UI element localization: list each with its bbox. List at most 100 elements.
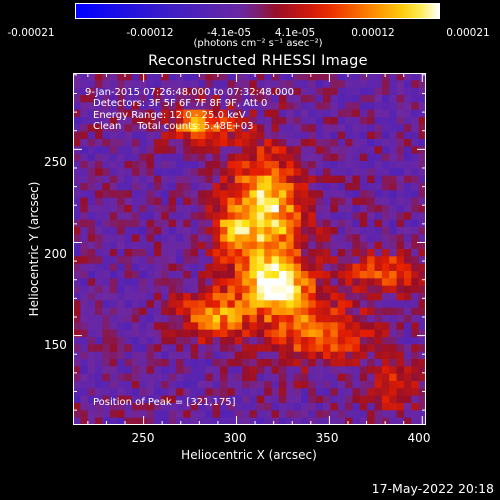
heatmap-cell <box>286 263 295 272</box>
heatmap-cell <box>80 219 89 228</box>
heatmap-cell <box>249 263 258 272</box>
heatmap-cell <box>411 219 420 228</box>
heatmap-cell <box>367 131 376 140</box>
heatmap-cell <box>374 388 383 397</box>
heatmap-cell <box>139 227 148 235</box>
heatmap-cell <box>124 300 133 309</box>
heatmap-cell <box>161 410 170 419</box>
heatmap-cell <box>396 168 405 177</box>
heatmap-cell <box>146 95 155 103</box>
heatmap-cell <box>323 329 331 338</box>
heatmap-cell <box>359 227 368 235</box>
heatmap-cell <box>198 337 206 345</box>
heatmap-cell <box>131 205 140 213</box>
heatmap-cell <box>352 161 361 169</box>
heatmap-cell <box>87 161 96 169</box>
heatmap-cell <box>330 293 339 301</box>
heatmap-cell <box>286 183 295 191</box>
heatmap-cell <box>374 190 383 199</box>
heatmap-cell <box>109 109 118 118</box>
heatmap-cell <box>411 241 420 250</box>
heatmap-cell <box>359 153 368 162</box>
heatmap-cell <box>256 322 265 331</box>
heatmap-cell <box>345 359 354 367</box>
heatmap-cell <box>95 344 104 353</box>
heatmap-cell <box>242 417 251 425</box>
heatmap-cell <box>403 153 412 162</box>
heatmap-cell <box>308 219 317 228</box>
heatmap-cell <box>242 359 251 367</box>
heatmap-cell <box>139 219 148 228</box>
heatmap-cell <box>330 417 339 425</box>
heatmap-cell <box>227 293 236 301</box>
heatmap-cell <box>124 315 133 323</box>
heatmap-cell <box>190 175 199 184</box>
heatmap-cell <box>249 388 258 397</box>
heatmap-cell <box>381 190 390 199</box>
heatmap-cell <box>411 109 420 118</box>
heatmap-cell <box>220 227 229 235</box>
heatmap-cell <box>117 95 126 103</box>
heatmap-cell <box>256 73 265 81</box>
heatmap-cell <box>264 153 273 162</box>
heatmap-cell <box>190 271 199 279</box>
heatmap-cell <box>256 329 265 338</box>
heatmap-cell <box>80 322 89 331</box>
heatmap-cell <box>278 102 287 111</box>
heatmap-cell <box>234 153 243 162</box>
heatmap-cell <box>293 227 302 235</box>
heatmap-cell <box>293 366 302 375</box>
heatmap-cell <box>264 315 273 323</box>
heatmap-cell <box>131 315 140 323</box>
heatmap-cell <box>124 124 133 133</box>
heatmap-cell <box>242 388 251 397</box>
heatmap-cell <box>271 197 280 206</box>
heatmap-cell <box>271 395 280 404</box>
heatmap-cell <box>73 381 81 389</box>
heatmap-cell <box>256 337 265 345</box>
heatmap-cell <box>352 227 361 235</box>
heatmap-cell <box>175 197 184 206</box>
heatmap-cell <box>381 329 390 338</box>
heatmap-cell <box>80 344 89 353</box>
heatmap-cell <box>278 109 287 118</box>
heatmap-cell <box>153 73 162 81</box>
heatmap-cell <box>271 183 280 191</box>
heatmap-cell <box>73 300 81 309</box>
heatmap-cell <box>337 410 346 419</box>
heatmap-cell <box>205 285 214 294</box>
heatmap-cell <box>308 249 317 257</box>
heatmap-cell <box>139 161 148 169</box>
heatmap-cell <box>80 249 89 257</box>
heatmap-cell <box>124 241 133 250</box>
heatmap-cell <box>411 271 420 279</box>
heatmap-cell <box>109 73 118 81</box>
heatmap-cell <box>168 146 177 155</box>
heatmap-cell <box>87 102 96 111</box>
heatmap-cell <box>242 95 251 103</box>
heatmap-cell <box>242 285 251 294</box>
heatmap-cell <box>330 351 339 360</box>
heatmap-cell <box>374 395 383 404</box>
heatmap-cell <box>131 131 140 140</box>
heatmap-cell <box>146 109 155 118</box>
heatmap-cell <box>234 197 243 206</box>
heatmap-cell <box>403 168 412 177</box>
heatmap-cell <box>271 300 280 309</box>
heatmap-cell <box>345 344 354 353</box>
heatmap-cell <box>323 256 331 265</box>
heatmap-cell <box>300 190 309 199</box>
heatmap-cell <box>146 117 155 125</box>
heatmap-cell <box>198 285 206 294</box>
heatmap-cell <box>198 197 206 206</box>
heatmap-cell <box>153 80 162 89</box>
heatmap-cell <box>242 293 251 301</box>
heatmap-cell <box>396 117 405 125</box>
heatmap-cell <box>183 381 192 389</box>
heatmap-cell <box>381 263 390 272</box>
heatmap-cell <box>359 417 368 425</box>
heatmap-cell <box>330 117 339 125</box>
heatmap-cell <box>212 168 221 177</box>
heatmap-cell <box>278 175 287 184</box>
heatmap-cell <box>323 139 331 147</box>
